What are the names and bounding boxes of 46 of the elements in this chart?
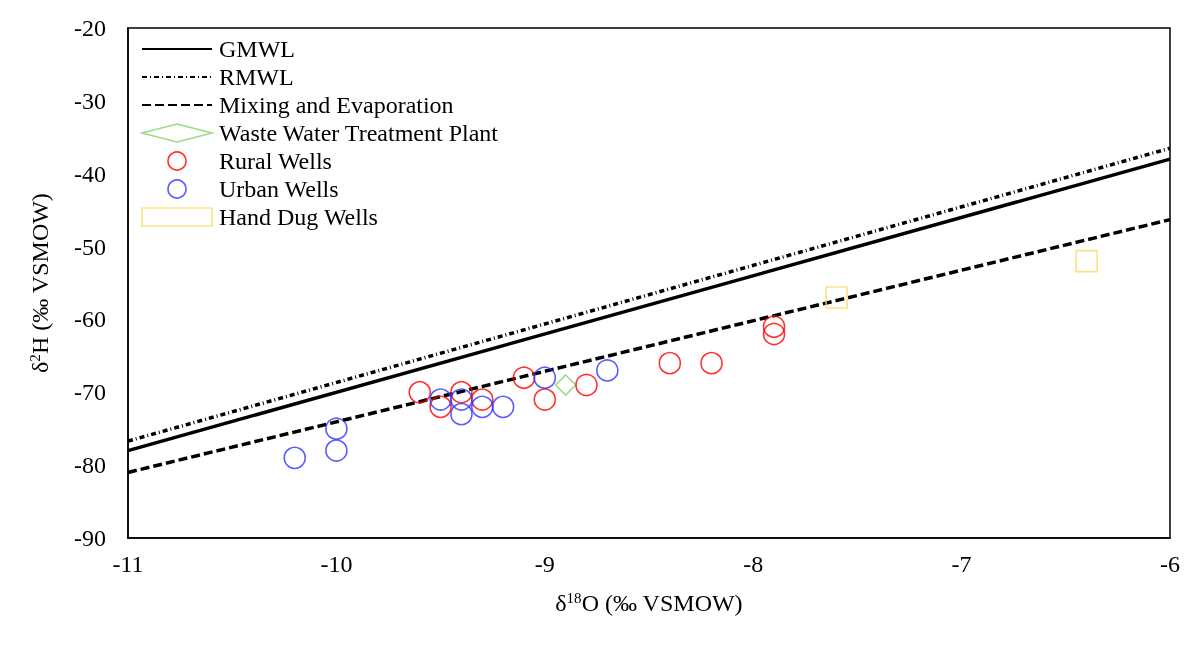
point <box>429 388 452 411</box>
x-tick-label: -8 <box>743 551 764 577</box>
y-tick-label: -60 <box>74 306 106 333</box>
point <box>450 388 473 411</box>
legend-label: Rural Wells <box>219 148 332 174</box>
point <box>512 366 536 390</box>
point <box>658 351 682 375</box>
point <box>762 322 786 346</box>
x-tick-label: -7 <box>951 551 972 577</box>
point <box>325 439 348 462</box>
point <box>1075 249 1098 273</box>
point <box>533 366 557 390</box>
point <box>596 359 619 382</box>
legend-label: Urban Wells <box>219 176 339 202</box>
point <box>450 402 473 426</box>
x-tick-label: -9 <box>534 551 555 577</box>
legend-label: Waste Water Treatment Plant <box>219 120 499 146</box>
point <box>533 388 557 411</box>
point <box>491 395 515 419</box>
legend-label: Hand Dug Wells <box>219 204 378 230</box>
point <box>575 373 598 397</box>
point <box>471 395 494 419</box>
point <box>762 315 786 339</box>
point <box>408 380 432 404</box>
x-tick-label: -10 <box>320 551 353 577</box>
x-tick-label: -11 <box>112 551 144 577</box>
x-tick-label: -6 <box>1160 551 1180 577</box>
legend-label: RMWL <box>219 64 294 90</box>
point <box>471 388 494 411</box>
point <box>700 351 723 375</box>
y-tick-label: -40 <box>74 160 106 187</box>
point <box>825 286 848 309</box>
point <box>554 374 577 396</box>
y-tick-label: -50 <box>74 233 106 260</box>
legend-label: Mixing and Evaporation <box>219 92 454 118</box>
y-tick-label: -70 <box>74 379 106 406</box>
point <box>283 446 307 470</box>
y-tick-label: -80 <box>74 452 106 479</box>
y-tick-label: -90 <box>74 525 106 551</box>
point <box>325 417 348 441</box>
legend-label: GMWL <box>219 36 295 62</box>
y-axis-title: δ2H (‰ VSMOW) <box>26 193 53 374</box>
y-tick-label: -20 <box>74 15 106 41</box>
point <box>429 395 452 419</box>
point <box>450 380 473 404</box>
y-tick-label: -30 <box>74 87 106 114</box>
